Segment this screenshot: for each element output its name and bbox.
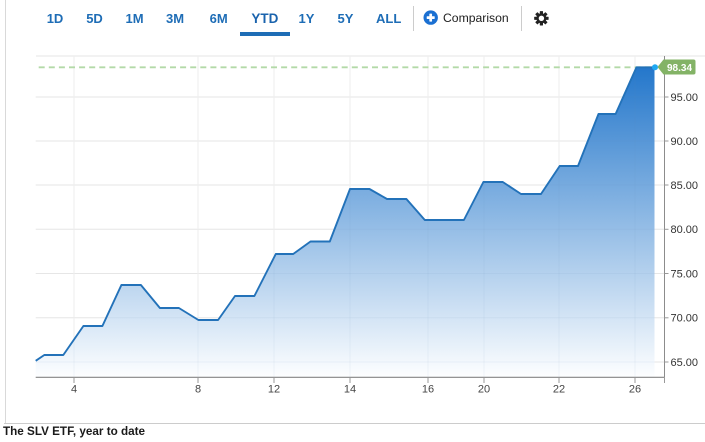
svg-text:4: 4	[71, 384, 77, 396]
svg-text:98.34: 98.34	[667, 63, 692, 74]
svg-text:95.00: 95.00	[671, 92, 699, 104]
svg-text:20: 20	[478, 384, 490, 396]
svg-text:75.00: 75.00	[671, 268, 699, 280]
svg-text:14: 14	[344, 384, 356, 396]
svg-text:8: 8	[195, 384, 201, 396]
svg-text:90.00: 90.00	[671, 136, 699, 148]
svg-text:16: 16	[422, 384, 434, 396]
svg-text:80.00: 80.00	[671, 224, 699, 236]
svg-text:12: 12	[268, 384, 280, 396]
svg-text:65.00: 65.00	[671, 357, 699, 369]
svg-text:85.00: 85.00	[671, 180, 699, 192]
svg-text:26: 26	[629, 384, 641, 396]
svg-text:22: 22	[553, 384, 565, 396]
svg-text:70.00: 70.00	[671, 313, 699, 325]
